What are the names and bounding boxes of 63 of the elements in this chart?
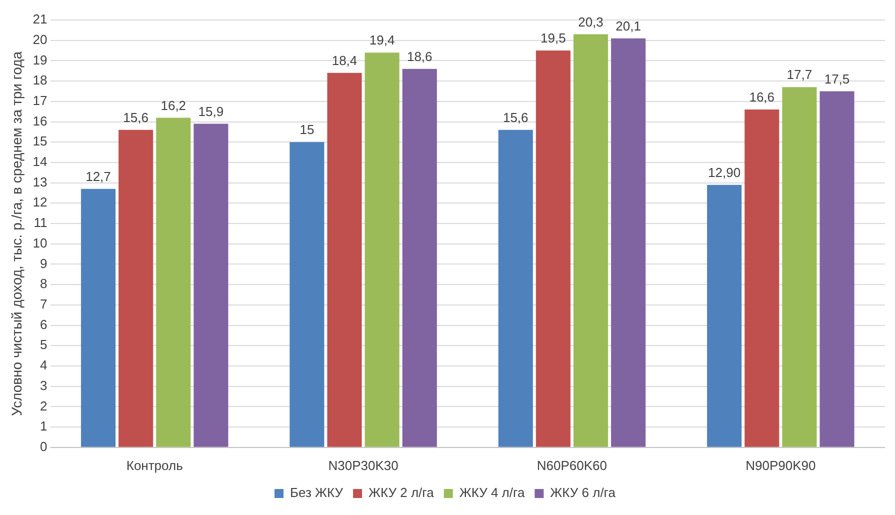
y-tick-label: 12 <box>32 194 48 210</box>
y-tick-label: 10 <box>32 235 48 250</box>
legend-label: Без ЖКУ <box>290 485 344 500</box>
data-label: 17,5 <box>824 71 850 86</box>
data-label: 15,6 <box>502 110 528 125</box>
data-label: 16,2 <box>160 98 186 113</box>
y-tick-label: 11 <box>34 215 48 230</box>
y-tick-label: 8 <box>40 276 48 292</box>
legend-label: ЖКУ 4 л/га <box>459 485 526 500</box>
bar <box>80 188 116 447</box>
legend-label: ЖКУ 6 л/га <box>550 485 616 500</box>
bar <box>820 91 854 447</box>
data-label: 18,6 <box>406 48 432 64</box>
bar <box>118 130 154 447</box>
legend-label: ЖКУ 2 л/га <box>368 485 435 500</box>
bar <box>782 87 817 447</box>
bar <box>744 110 780 447</box>
data-label: 17,7 <box>786 67 812 82</box>
bar <box>611 38 646 447</box>
data-label: 18,4 <box>332 52 358 68</box>
data-label: 20,1 <box>616 18 641 34</box>
y-tick-label: 7 <box>40 296 48 312</box>
bar <box>573 34 608 447</box>
y-tick-label: 19 <box>32 52 48 68</box>
y-tick-label: 2 <box>40 398 48 414</box>
data-label: 15,6 <box>123 110 148 125</box>
y-tick-label: 20 <box>32 32 48 47</box>
bar <box>327 72 362 447</box>
x-tick-label: Контроль <box>126 458 184 473</box>
y-tick-label: 9 <box>40 256 48 271</box>
y-tick-label: 1 <box>40 418 48 434</box>
y-axis-title: Условно чистый доход, тыс. р./га, в среднем за три года <box>8 51 24 416</box>
y-tick-label: 17 <box>32 92 48 108</box>
data-label: 12,90 <box>708 164 741 180</box>
data-label: 20,3 <box>578 14 604 30</box>
bar <box>536 50 570 447</box>
data-label: 15,9 <box>198 104 224 119</box>
y-tick-label: 15 <box>32 134 48 149</box>
bar <box>290 142 324 447</box>
data-label: 19,4 <box>369 32 395 48</box>
y-tick-label: 13 <box>32 174 48 190</box>
bar <box>194 124 228 447</box>
y-tick-label: 5 <box>40 337 48 352</box>
bar <box>156 118 191 447</box>
bar <box>402 68 437 447</box>
data-label: 12,7 <box>86 169 111 184</box>
data-label: 15 <box>300 122 314 138</box>
bar <box>498 130 533 447</box>
data-label: 19,5 <box>540 30 566 46</box>
y-tick-label: 6 <box>40 316 48 332</box>
y-tick-label: 18 <box>32 72 48 88</box>
data-label: 16,6 <box>749 90 775 105</box>
bar <box>364 52 400 447</box>
x-tick-label: N60P60K60 <box>536 458 608 473</box>
bar <box>707 184 742 447</box>
y-tick-label: 21 <box>32 12 48 27</box>
y-tick-label: 16 <box>32 113 48 128</box>
y-tick-label: 14 <box>32 154 48 170</box>
x-tick-label: N90P90K90 <box>746 458 816 473</box>
y-tick-label: 3 <box>40 378 48 393</box>
y-tick-label: 0 <box>40 438 48 454</box>
x-tick-label: N30P30K30 <box>328 458 398 473</box>
y-tick-label: 4 <box>40 358 48 373</box>
